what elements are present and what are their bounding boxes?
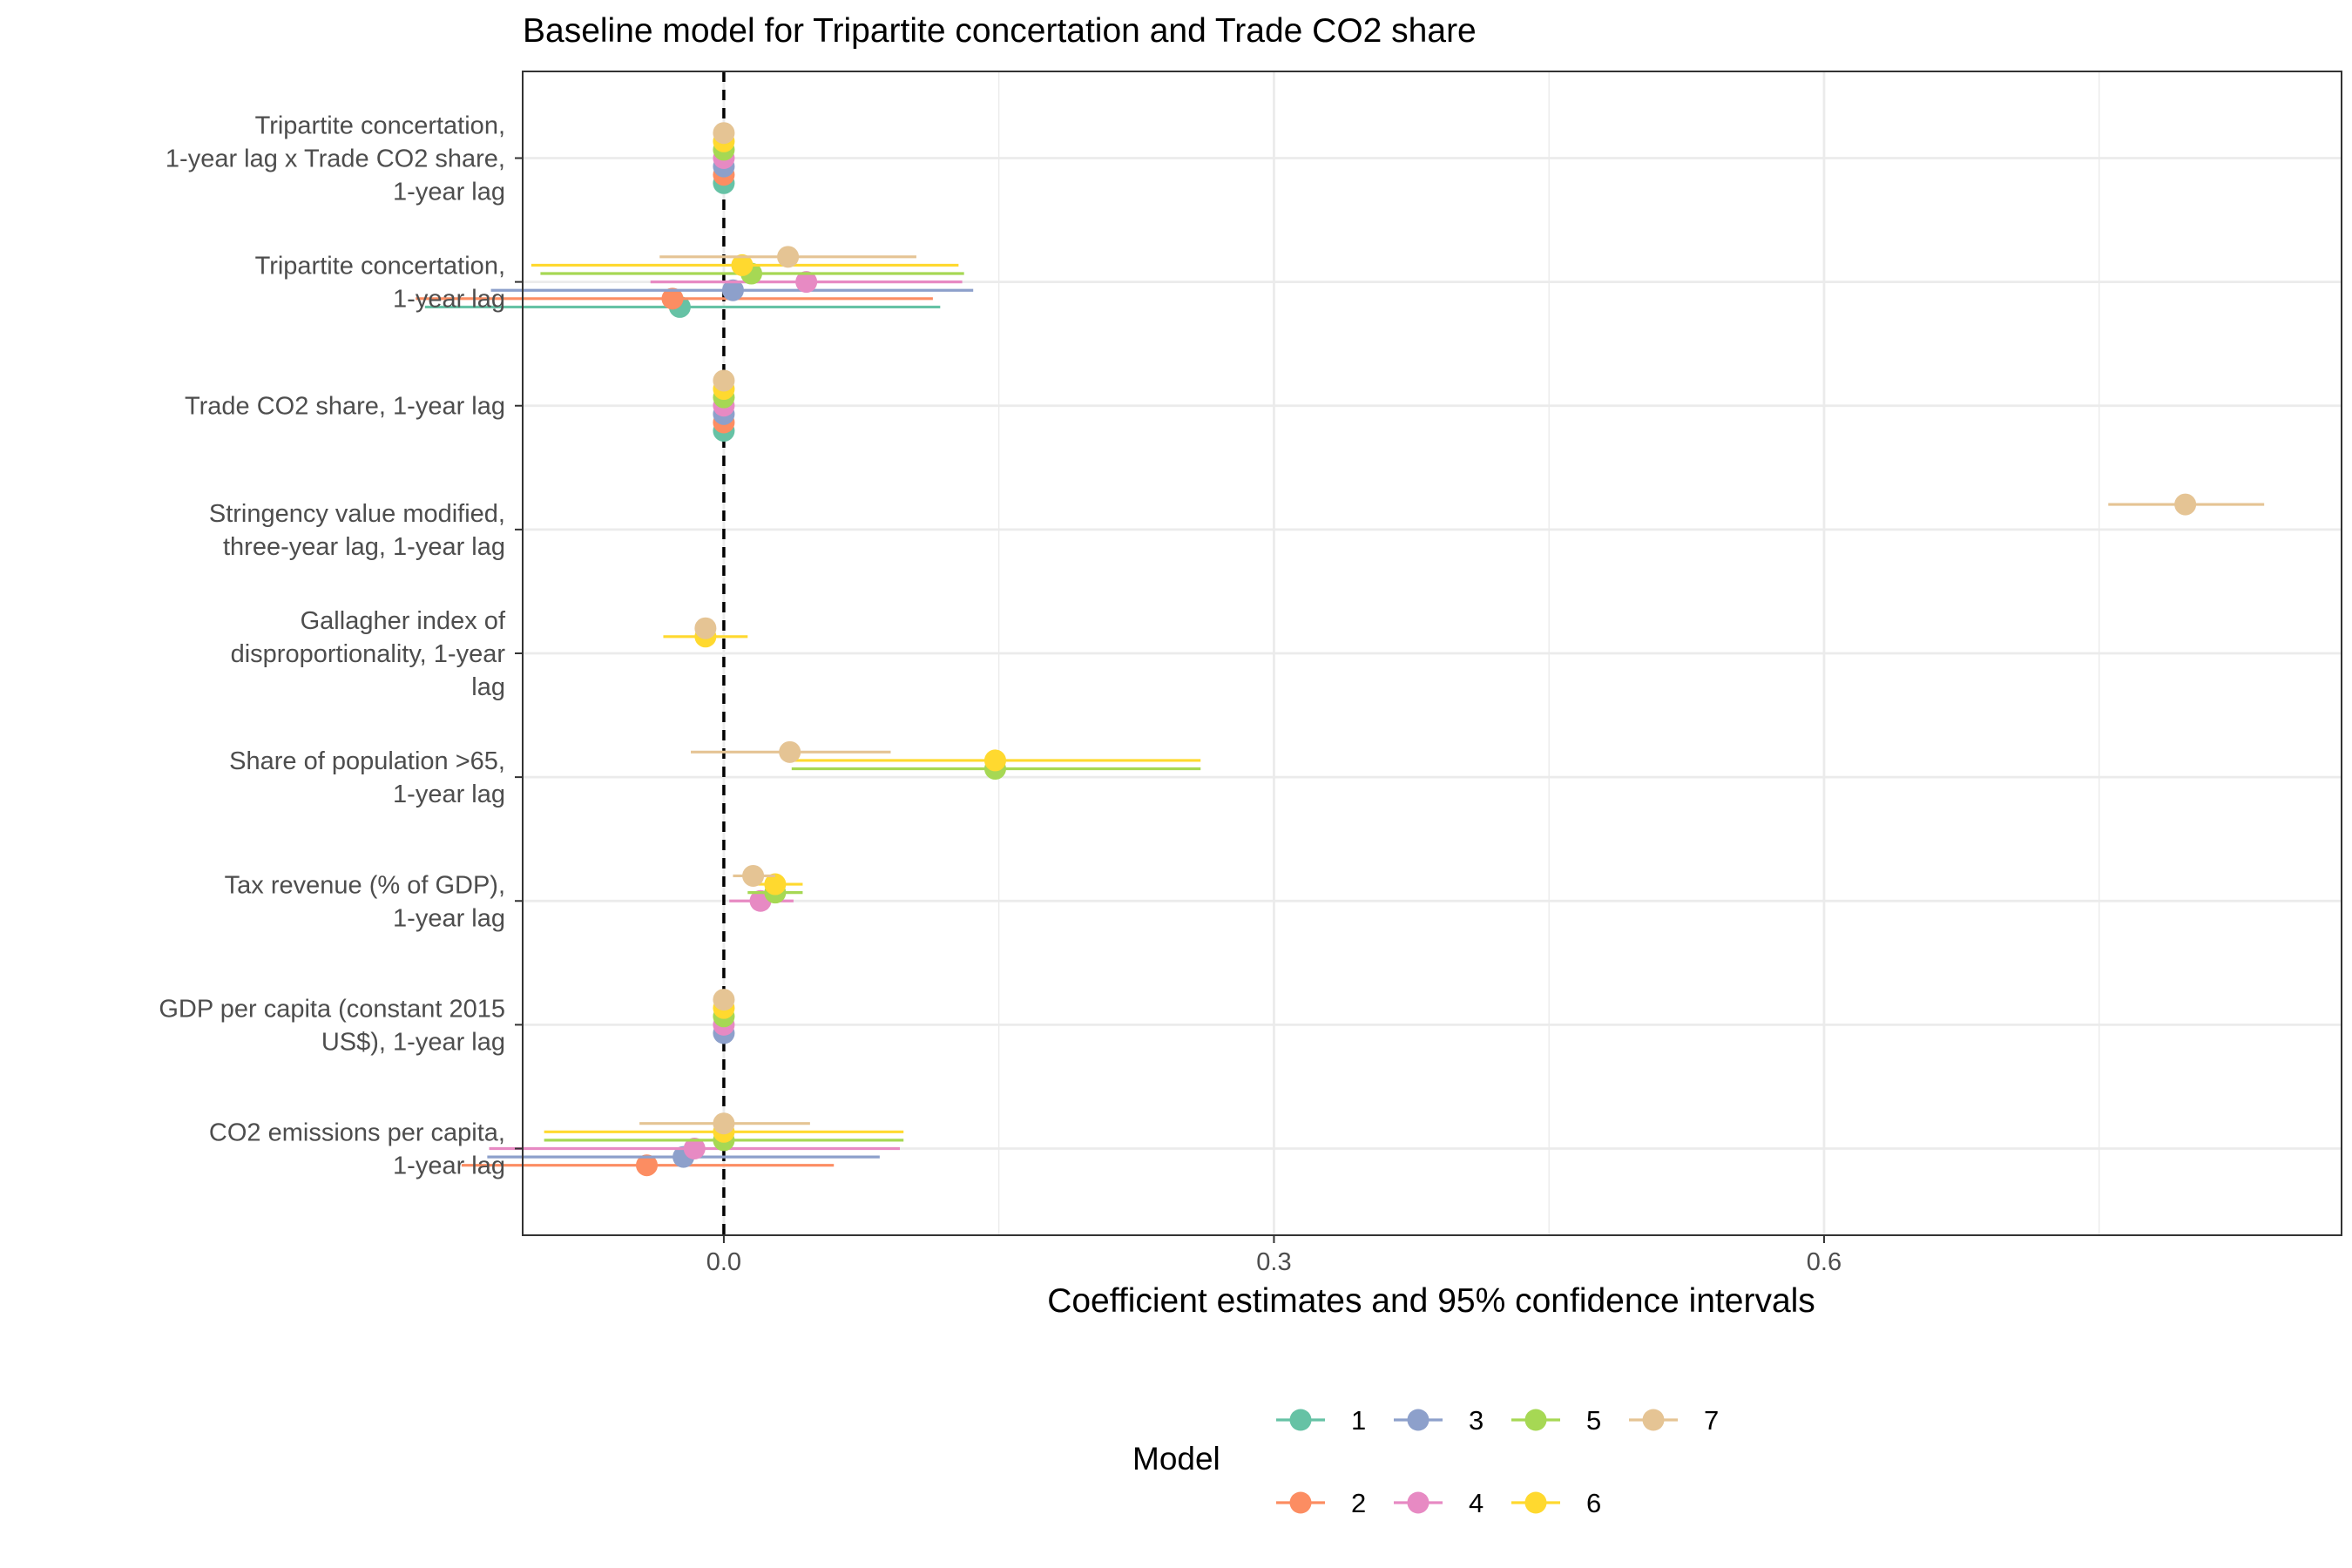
legend-key-point (1524, 1491, 1547, 1514)
legend-item-2: 2 (1276, 1488, 1366, 1518)
y-tick-label: Trade CO2 share, 1-year lag (185, 393, 505, 421)
legend-key-point (1407, 1409, 1429, 1431)
data-layer (416, 122, 2265, 1177)
legend-item-5: 5 (1511, 1405, 1601, 1436)
point-estimate (713, 369, 735, 392)
point-estimate (661, 287, 684, 310)
legend-title: Model (1132, 1441, 1220, 1477)
point-estimate (636, 1154, 659, 1177)
legend-label: 7 (1704, 1405, 1719, 1436)
legend-item-3: 3 (1394, 1405, 1484, 1436)
legend-key-point (1289, 1409, 1312, 1431)
point-estimate (694, 617, 717, 639)
legend-item-4: 4 (1394, 1488, 1484, 1518)
legend-label: 5 (1586, 1405, 1601, 1436)
point-estimate (721, 279, 744, 301)
legend-key-point (1642, 1409, 1665, 1431)
point-estimate (777, 246, 800, 268)
legend-key-point (1289, 1491, 1312, 1514)
y-tick-label: GDP per capita (constant 2015 US$), 1-yea… (159, 995, 505, 1056)
point-estimate (779, 740, 801, 763)
legend-label: 1 (1351, 1405, 1366, 1436)
point-estimate (742, 864, 765, 887)
y-tick-label: Stringency value modified, three-year lag… (209, 500, 505, 561)
legend-key-point (1524, 1409, 1547, 1431)
x-tick-label: 0.3 (1256, 1248, 1291, 1276)
y-tick-label: CO2 emissions per capita, 1-year lag (209, 1119, 505, 1180)
x-tick-label: 0.6 (1807, 1248, 1842, 1276)
point-estimate (713, 122, 735, 145)
point-estimate (764, 873, 787, 896)
point-estimate (795, 271, 818, 294)
legend-item-6: 6 (1511, 1488, 1601, 1518)
y-tick-label: Tax revenue (% of GDP), 1-year lag (225, 871, 505, 932)
legend-key-point (1407, 1491, 1429, 1514)
legend-item-7: 7 (1629, 1405, 1719, 1436)
legend: 1 2 3 4 5 6 7 (1276, 1405, 1719, 1518)
chart-title: Baseline model for Tripartite concertati… (523, 12, 1477, 50)
legend-label: 2 (1351, 1488, 1366, 1518)
x-tick-label: 0.0 (706, 1248, 741, 1276)
y-tick-label: Tripartite concertation, 1-year lag (255, 253, 505, 314)
point-estimate (2174, 493, 2197, 516)
legend-label: 6 (1586, 1488, 1601, 1518)
legend-label: 3 (1469, 1405, 1484, 1436)
x-axis-title: Coefficient estimates and 95% confidence… (1047, 1282, 1815, 1320)
point-estimate (983, 749, 1006, 772)
grid-layer (523, 71, 2342, 1235)
point-estimate (683, 1138, 706, 1160)
axis-layer: 0.0 0.3 0.6 Tripartite concertation, 1-year … (159, 112, 1842, 1276)
legend-item-1: 1 (1276, 1405, 1366, 1436)
point-estimate (731, 253, 754, 276)
y-tick-label: Share of population >65, 1-year lag (229, 747, 505, 808)
y-tick-label: Gallagher index of disproportionality, 1-… (231, 607, 506, 701)
y-tick-label: Tripartite concertation, 1-year lag x Tra… (166, 112, 505, 206)
point-estimate (713, 989, 735, 1011)
legend-label: 4 (1469, 1488, 1484, 1518)
point-estimate (713, 1112, 735, 1135)
